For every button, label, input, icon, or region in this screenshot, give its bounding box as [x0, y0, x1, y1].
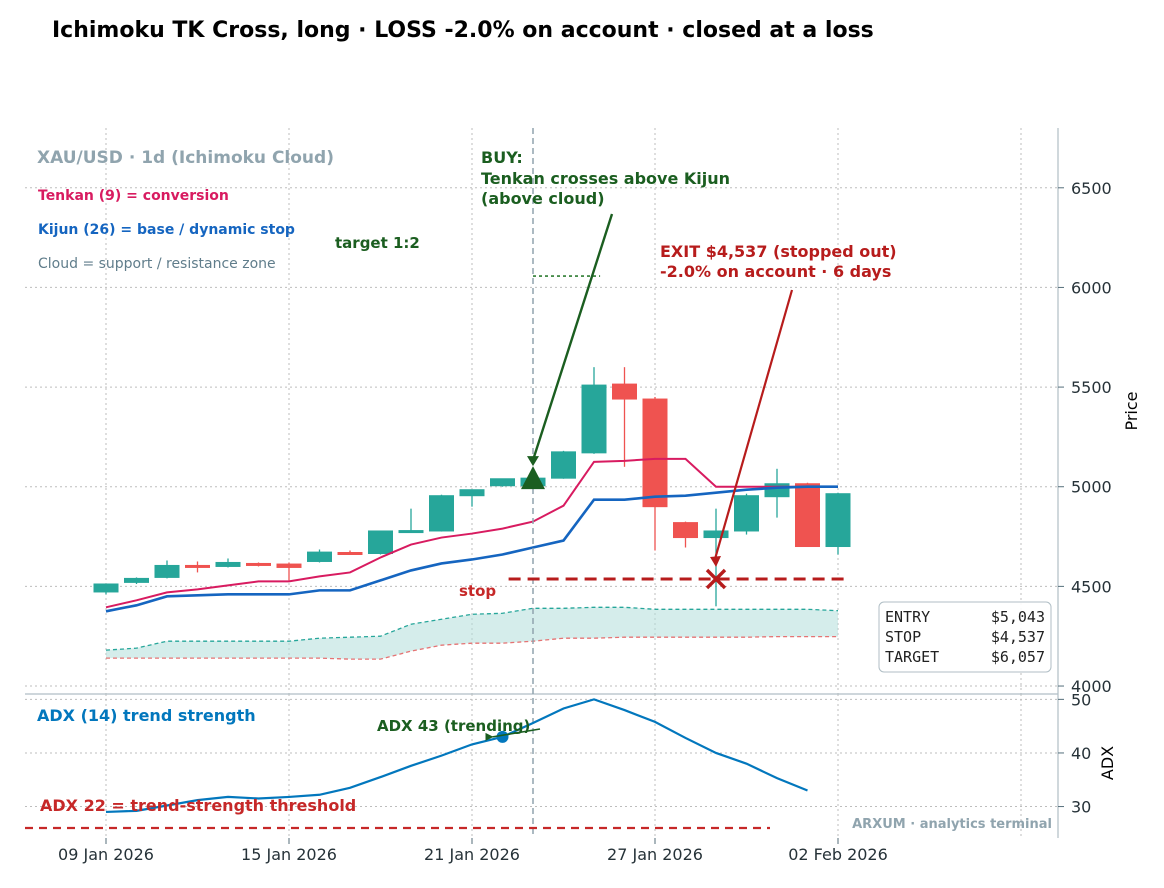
candle-body: [154, 564, 180, 578]
adx-tick-label: 40: [1071, 744, 1091, 763]
exit-arrow-shaft: [713, 289, 794, 560]
summary-value: $4,537: [991, 628, 1045, 646]
entry-marker-triangle: [521, 466, 545, 490]
indicator-lines: [105, 457, 838, 613]
candle-body: [551, 451, 576, 479]
candle-body: [307, 551, 332, 562]
summary-box: [878, 601, 1052, 673]
exit-marker-x: [705, 568, 727, 590]
x-tick-label: 02 Feb 2026: [788, 845, 888, 864]
candle-body: [459, 489, 485, 497]
legend-entry: Cloud = support / resistance zone: [38, 256, 276, 272]
candle-body: [124, 577, 149, 583]
x-tick-label: 21 Jan 2026: [424, 845, 520, 864]
kijun-line: [105, 485, 838, 613]
candle-body: [368, 530, 393, 554]
x-tick-label: 15 Jan 2026: [241, 845, 337, 864]
summary-value: $5,043: [991, 608, 1045, 626]
price-tick-label: 5000: [1071, 478, 1112, 497]
price-axis-label: Price: [1122, 391, 1141, 430]
senkou-span-b-line: [106, 635, 838, 660]
exit-arrow-head: [710, 556, 721, 568]
buy-annotation-line2: Tenkan crosses above Kijun: [481, 169, 730, 188]
candle-body: [642, 398, 668, 508]
candle-body: [93, 583, 119, 593]
candle-body: [490, 478, 515, 487]
adx-annotation-arrow-head: [485, 732, 494, 741]
candle-body: [703, 530, 729, 539]
candle-body: [246, 562, 271, 566]
instrument-label: XAU/USD · 1d (Ichimoku Cloud): [37, 148, 334, 168]
candle-body: [673, 522, 698, 539]
adx-panel: ADX (14) trend strength ADX 22 = trend-st…: [25, 698, 1052, 832]
adx-annotation-label: ADX 43 (trending): [377, 717, 530, 735]
adx-threshold-label: ADX 22 = trend-strength threshold: [40, 796, 356, 815]
buy-arrow-shaft: [531, 213, 614, 461]
candle-body: [276, 563, 302, 568]
candle-body: [734, 495, 759, 532]
senkou-span-a-line: [105, 606, 839, 651]
legend-entry: Kijun (26) = base / dynamic stop: [38, 222, 295, 238]
summary-key: ENTRY: [885, 608, 930, 626]
summary-key: STOP: [885, 628, 921, 646]
candle-body: [764, 483, 790, 498]
adx-tick-label: 30: [1071, 798, 1091, 817]
buy-annotation-line3: (above cloud): [481, 189, 605, 208]
legend-entry: Tenkan (9) = conversion: [38, 188, 229, 204]
axes: 4000 4500 5000 5500 6000 6500 Price 30 40 50 ADX 09…: [25, 128, 1141, 864]
target-label: target 1:2: [335, 234, 420, 252]
exit-annotation-line2: -2.0% on account · 6 days: [660, 262, 891, 281]
ichimoku-cloud: [105, 606, 839, 660]
candle-body: [612, 383, 637, 400]
candle-body: [581, 384, 607, 454]
adx-annotation-arrow: [492, 728, 541, 738]
price-tick-label: 6500: [1071, 179, 1112, 198]
buy-arrow-head: [527, 456, 539, 467]
x-tick-label: 27 Jan 2026: [607, 845, 703, 864]
price-tick-label: 4500: [1071, 577, 1112, 596]
candle-body: [337, 552, 363, 555]
stop-label: stop: [459, 582, 496, 600]
annotations: XAU/USD · 1d (Ichimoku Cloud) Tenkan (9) …: [37, 128, 1052, 838]
chart-title: Ichimoku TK Cross, long · LOSS -2.0% on …: [52, 18, 874, 43]
candle-body: [825, 493, 851, 548]
price-tick-label: 5500: [1071, 378, 1112, 397]
candle-body: [185, 564, 210, 568]
adx-highlight-point: [496, 730, 509, 743]
adx-line: [105, 698, 808, 814]
candle-body: [795, 483, 820, 548]
candle-body: [398, 530, 424, 534]
cloud-area: [106, 607, 838, 660]
candlesticks: [93, 367, 851, 607]
candle-body: [215, 561, 241, 567]
adx-axis-label: ADX: [1098, 746, 1117, 780]
price-tick-label: 4000: [1071, 677, 1112, 696]
price-tick-label: 6000: [1071, 278, 1112, 297]
tenkan-line: [105, 457, 838, 609]
watermark: ARXUM · analytics terminal: [852, 817, 1052, 832]
buy-annotation-line1: BUY:: [481, 148, 523, 167]
candle-body: [429, 495, 454, 532]
exit-annotation-line1: EXIT $4,537 (stopped out): [660, 242, 897, 261]
summary-key: TARGET: [885, 648, 939, 666]
summary-value: $6,057: [991, 648, 1045, 666]
adx-title: ADX (14) trend strength: [37, 706, 256, 725]
adx-tick-label: 50: [1071, 690, 1091, 709]
x-tick-label: 09 Jan 2026: [58, 845, 154, 864]
